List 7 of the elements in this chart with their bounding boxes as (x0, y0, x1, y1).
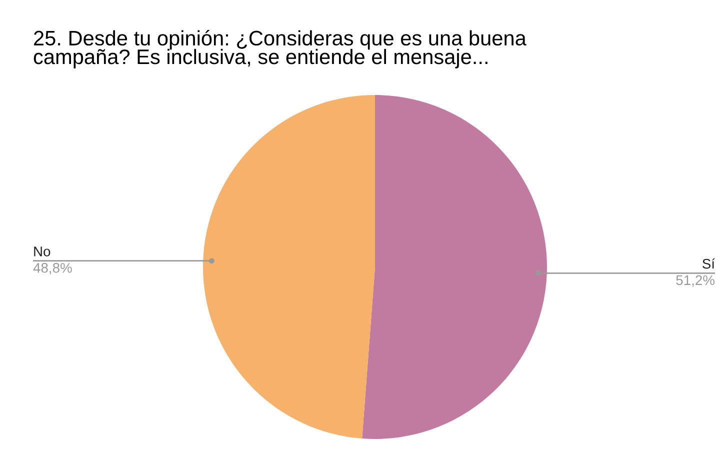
slice-label: Sí (702, 258, 715, 269)
chart-title: 25. Desde tu opinión: ¿Consideras que es una buena campaña? Es inclusiva, se entiende el mensaje... (34, 30, 526, 68)
pie-slice (362, 95, 547, 439)
slice-label: No (34, 246, 50, 256)
data-label: 51,2% (676, 275, 715, 287)
pie-slice (203, 95, 375, 439)
data-label: 48,8% (33, 262, 72, 274)
